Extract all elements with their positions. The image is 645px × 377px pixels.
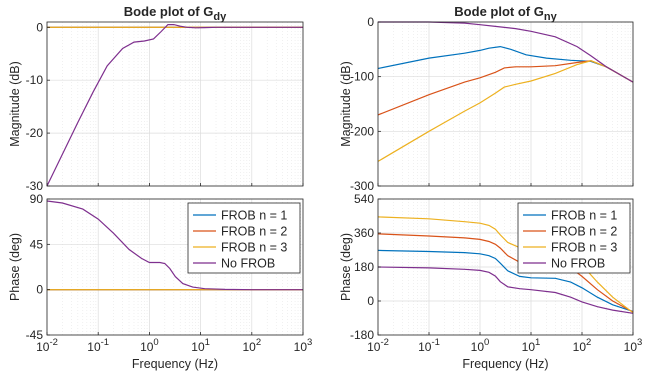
gny-magnitude-panel: -300 -200 -100 0 Magnitude (dB) Bode plot of … — [339, 4, 634, 193]
x-axis-label: Frequency (Hz) — [462, 357, 548, 371]
y-tick-label: 0 — [36, 283, 43, 297]
y-tick-label: 540 — [354, 192, 374, 206]
chart-title: Bode plot of Gdy — [124, 4, 227, 23]
gdy-magnitude-panel: -30 -20 -10 0 Magnitude (dB) Bode plot of Gdy — [8, 4, 304, 193]
y-axis-label: Magnitude (dB) — [339, 61, 353, 146]
plot-area — [47, 22, 303, 186]
x-tick-label: 10-2 — [367, 337, 389, 354]
y-axis-label: Magnitude (dB) — [8, 61, 22, 146]
x-tick-label: 103 — [294, 337, 313, 354]
y-tick-label: 45 — [30, 237, 44, 251]
y-tick-label: -300 — [350, 179, 374, 193]
legend-label-frob-n-2: FROB n = 2 — [551, 225, 617, 239]
series-line-frob-n-3 — [377, 60, 634, 162]
gny-phase-panel: -180 0 180 360 540 10-2 10-1 100 101 102 103 Phase … — [339, 192, 642, 371]
axes-box — [377, 21, 634, 187]
series-line-frob-n-2 — [377, 233, 634, 313]
legend-label-frob-n-2: FROB n = 2 — [221, 225, 287, 239]
legend-label-frob-n-3: FROB n = 3 — [221, 241, 287, 255]
x-tick-label: 100 — [471, 337, 490, 354]
y-axis-label: Phase (deg) — [339, 233, 353, 301]
series-line-frob-n-3 — [377, 216, 634, 314]
x-tick-label: 100 — [140, 337, 159, 354]
x-tick-label: 10-1 — [87, 337, 109, 354]
y-tick-label: 90 — [30, 192, 44, 206]
y-tick-label: 180 — [354, 260, 374, 274]
series-line-no-frob — [377, 266, 634, 314]
x-axis-label: Frequency (Hz) — [132, 357, 218, 371]
y-tick-label: 0 — [367, 15, 374, 29]
plot-area — [378, 22, 633, 186]
series-line-no-frob — [46, 200, 303, 291]
x-tick-label: 10-2 — [36, 337, 58, 354]
axes-box — [46, 21, 304, 187]
x-tick-label: 102 — [573, 337, 592, 354]
legend: FROB n = 1 FROB n = 2 FROB n = 3 No FROB — [517, 202, 631, 274]
y-tick-label: 360 — [354, 226, 374, 240]
x-tick-label: 10-1 — [418, 337, 440, 354]
series-line-frob-n-1 — [377, 249, 634, 312]
x-tick-label: 101 — [522, 337, 541, 354]
series-line-no-frob — [46, 24, 303, 187]
y-tick-label: -180 — [350, 328, 374, 342]
legend-label-frob-n-1: FROB n = 1 — [221, 209, 287, 223]
y-tick-label: 0 — [367, 294, 374, 308]
legend-label-frob-n-3: FROB n = 3 — [551, 241, 617, 255]
series-line-no-frob — [378, 21, 634, 83]
y-tick-label: -100 — [350, 70, 374, 84]
axes-box — [46, 198, 304, 336]
x-tick-label: 103 — [624, 337, 643, 354]
y-tick-label: -45 — [26, 328, 44, 342]
y-axis-label: Phase (deg) — [8, 233, 22, 301]
y-tick-label: -30 — [26, 179, 44, 193]
legend-label-no-frob: No FROB — [551, 257, 605, 271]
x-tick-label: 101 — [191, 337, 210, 354]
legend-label-frob-n-1: FROB n = 1 — [551, 209, 617, 223]
legend-label-no-frob: No FROB — [221, 257, 275, 271]
legend: FROB n = 1 FROB n = 2 FROB n = 3 No FROB — [187, 202, 301, 274]
y-tick-label: -10 — [26, 73, 44, 87]
chart-title: Bode plot of Gny — [454, 4, 557, 23]
y-tick-label: -20 — [26, 126, 44, 140]
y-tick-label: -200 — [350, 124, 374, 138]
y-tick-label: 0 — [36, 20, 43, 34]
x-tick-label: 102 — [242, 337, 261, 354]
gdy-phase-panel: -45 0 45 90 10-2 10-1 100 101 102 103 Phase (deg) F… — [8, 192, 312, 371]
